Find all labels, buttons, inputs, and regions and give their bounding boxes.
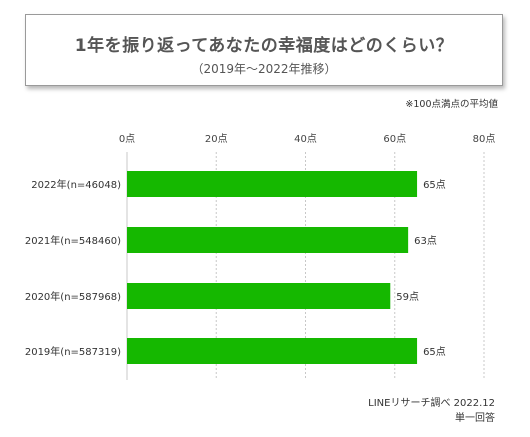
value-label: 65点 (423, 179, 446, 191)
bar (127, 338, 418, 364)
bar (127, 171, 418, 197)
title-box: 1年を振り返ってあなたの幸福度はどのくらい？ （2019年〜2022年推移） (25, 14, 503, 86)
bar (127, 283, 391, 309)
value-label: 65点 (423, 346, 446, 358)
bar (127, 227, 409, 253)
value-label: 63点 (414, 235, 437, 247)
x-tick-label: 80点 (473, 133, 496, 145)
value-label: 59点 (396, 291, 419, 303)
chart-title: 1年を振り返ってあなたの幸福度はどのくらい？ (74, 36, 454, 56)
source-line-1: LINEリサーチ調べ 2022.12 (368, 398, 495, 409)
x-tick-label: 0点 (119, 133, 135, 145)
source-line-2: 単一回答 (455, 413, 495, 424)
x-tick-label: 40点 (294, 133, 317, 145)
category-label: 2021年(n=548460) (25, 234, 121, 247)
category-label: 2022年(n=46048) (31, 178, 121, 191)
category-label: 2020年(n=587968) (25, 290, 121, 303)
source-note: LINEリサーチ調べ 2022.12 単一回答 (368, 396, 495, 426)
chart-subtitle: （2019年〜2022年推移） (191, 62, 337, 76)
average-note: ※100点満点の平均値 (405, 99, 498, 110)
category-label: 2019年(n=587319) (25, 345, 121, 358)
x-tick-label: 60点 (383, 133, 406, 145)
x-tick-label: 20点 (205, 133, 228, 145)
